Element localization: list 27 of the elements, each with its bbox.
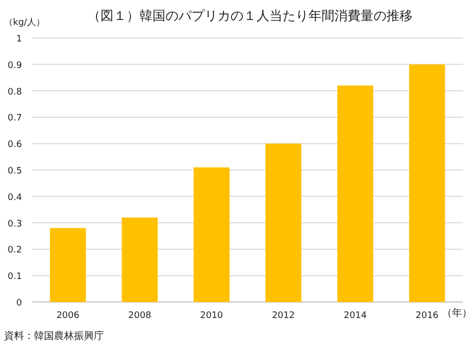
y-tick-label: 1 [16,34,22,44]
bar [122,218,158,302]
x-tick-label: 2016 [416,311,439,321]
x-tick-label: 2012 [272,311,295,321]
bar [194,167,230,302]
chart-title: （図１）韓国のパプリカの１人当たり年間消費量の推移 [88,9,412,24]
bar [50,228,86,302]
bar [409,64,446,302]
y-tick-label: 0.7 [8,114,22,124]
bar [337,86,374,302]
y-tick-label: 0.3 [8,219,22,230]
bar [265,144,302,302]
x-tick-label: 2008 [128,311,152,321]
text: 資料：韓国農林振興庁 [4,330,104,342]
x-tick-label: 2014 [344,311,367,321]
y-tick-label: 0 [16,298,22,308]
y-tick-label: 0.6 [8,140,22,150]
y-tick-label: 0.1 [8,272,22,282]
x-axis-title: （年） [442,307,472,319]
y-tick-label: 0.2 [8,246,22,256]
x-tick-label: 2010 [200,311,224,321]
y-axis-title: （kg/人） [4,17,45,28]
y-tick-label: 0.5 [8,166,22,176]
x-tick-label: 2006 [56,311,80,321]
y-tick-label: 0.9 [8,60,22,71]
y-tick-label: 0.8 [8,87,22,98]
y-tick-label: 0.4 [8,192,22,203]
